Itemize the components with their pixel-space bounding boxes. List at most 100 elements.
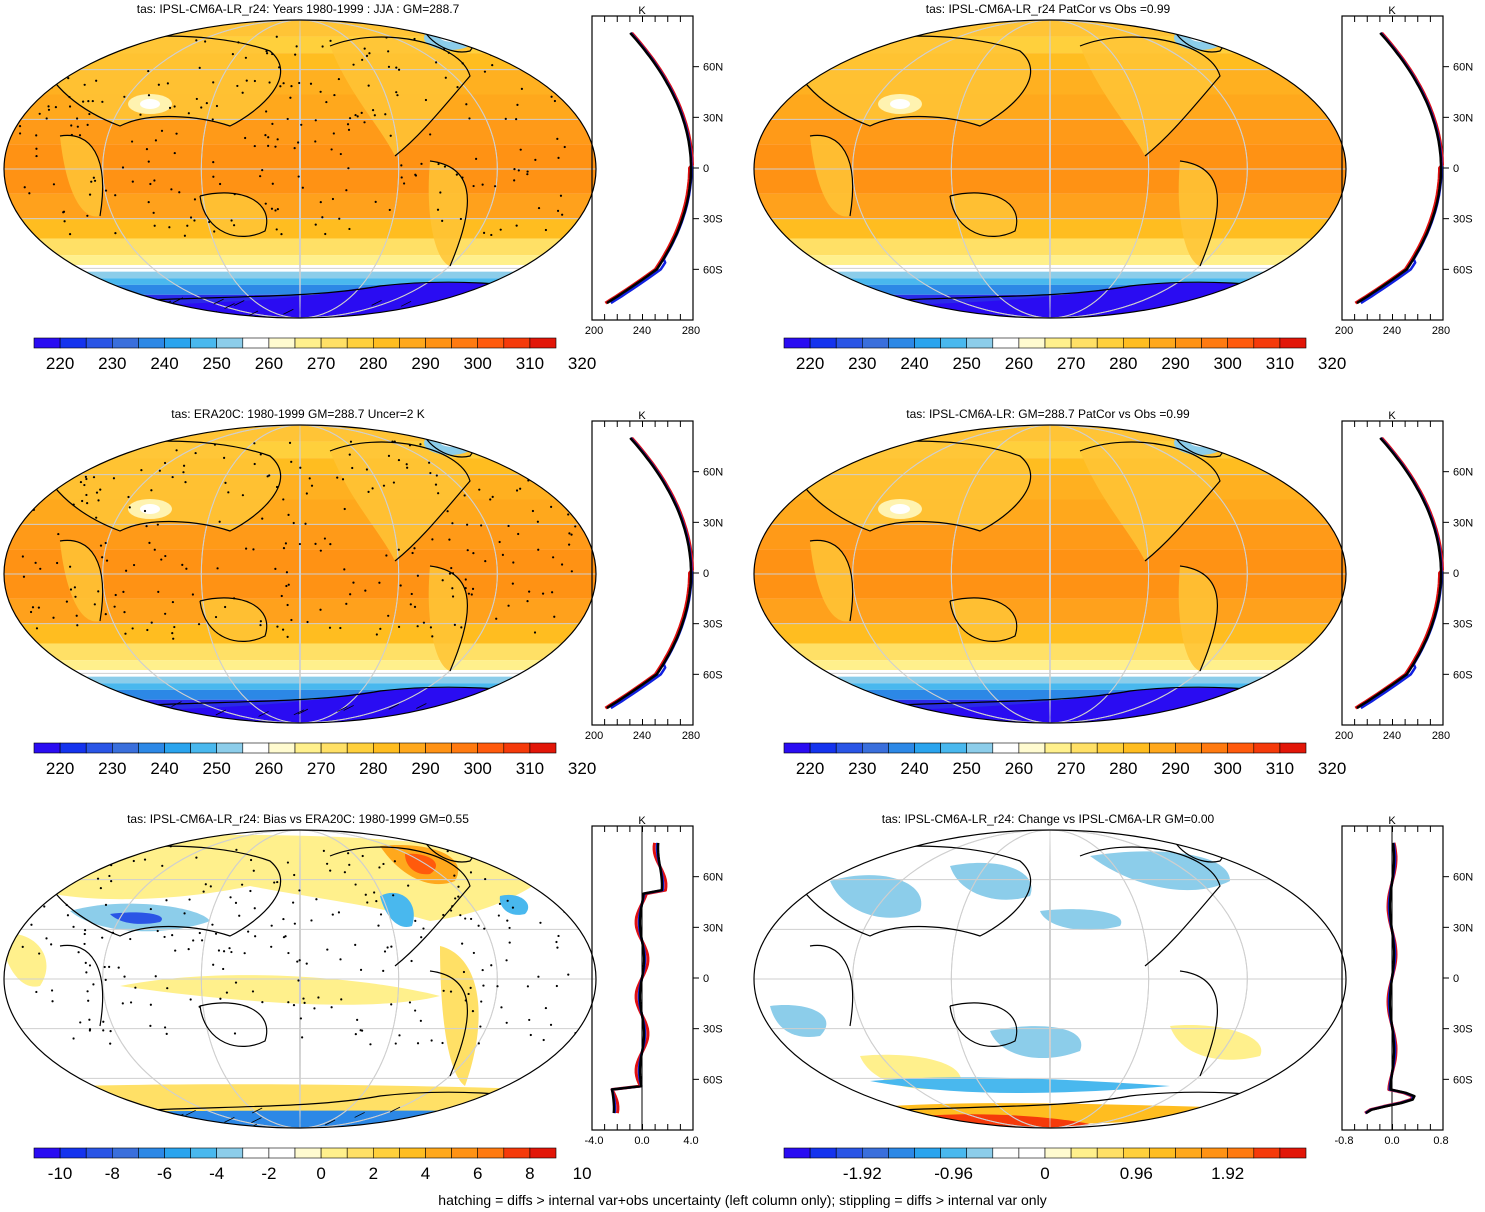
colorbar-label: 0 [316,1164,325,1183]
profile-series-model [1354,31,1444,305]
panel-title: tas: IPSL-CM6A-LR_r24 PatCor vs Obs =0.9… [925,2,1171,16]
lat-label: 60S [1453,1074,1473,1086]
colorbar-label: -1.92 [843,1164,882,1183]
lat-label: 30S [1453,1024,1473,1036]
lat-label: 30N [1453,112,1473,124]
colorbar-label: 230 [98,759,126,778]
zonal-profile: K 60N 30N 0 30S 60S 200 240 280 [585,5,723,337]
lat-label: 60S [703,264,723,276]
colorbar-label: 230 [848,354,876,373]
map [753,19,1347,319]
lat-label: 60S [703,669,723,681]
zonal-profile: K 60N 30N 0 30S 60S 200 240 280 [1335,5,1473,337]
lat-label: 30N [1453,922,1473,934]
profile-series-model [1354,436,1444,710]
lat-label: 0 [1453,568,1459,580]
profile-unit: K [1388,815,1396,827]
lat-label: 60S [1453,264,1473,276]
lat-label: 60N [1453,467,1473,479]
lat-label: 30S [703,214,723,226]
profile-tick: 0.0 [1384,1135,1399,1147]
profile-tick: 200 [1335,325,1353,337]
colorbar: -10 -8 -6 -4 -2 0 2 4 6 8 10 [33,1147,592,1183]
lat-label: 60N [703,62,723,74]
lat-label: 60N [703,872,723,884]
map [753,829,1347,1129]
lat-label: 30N [1453,517,1473,529]
colorbar: 220 230 240 250 260 270 280 290 300 310 320 [33,742,596,778]
profile-tick: 0.0 [634,1135,649,1147]
colorbar-label: 0.96 [1120,1164,1153,1183]
lat-label: 30S [703,1024,723,1036]
panel-title: tas: IPSL-CM6A-LR_r24: Years 1980-1999 :… [136,2,460,16]
colorbar-label: 260 [1005,354,1033,373]
colorbar-label: 320 [1318,759,1346,778]
colorbar-label: 2 [369,1164,378,1183]
profile-series-model [604,436,694,710]
profile-series-model [1364,842,1414,1115]
profile-series-obs [1365,842,1416,1115]
profile-unit: K [638,410,646,422]
colorbar-label: 320 [568,759,596,778]
profile-series-other [1360,437,1443,710]
panel-title: tas: IPSL-CM6A-LR_r24: Bias vs ERA20C: 1… [127,812,469,826]
colorbar-label: 270 [1057,759,1085,778]
colorbar-label: 230 [98,354,126,373]
colorbar-label: 260 [255,354,283,373]
lat-label: 60N [1453,62,1473,74]
profile-unit: K [638,5,646,17]
colorbar-label: 280 [359,759,387,778]
profile-series-obs [606,32,693,305]
map [753,424,1347,724]
zonal-profile: K 60N 30N 0 30S 60S 200 240 280 [1335,410,1473,742]
lat-label: 30S [1453,214,1473,226]
colorbar: 220 230 240 250 260 270 280 290 300 310 320 [783,337,1346,373]
profile-series-obs [606,437,693,710]
colorbar-label: 290 [1161,759,1189,778]
profile-unit: K [1388,410,1396,422]
colorbar-label: 240 [900,759,928,778]
profile-tick: 4.0 [683,1135,698,1147]
colorbar-label: 240 [150,759,178,778]
profile-tick: -0.8 [1335,1135,1354,1147]
colorbar-label: 4 [421,1164,430,1183]
colorbar-label: 260 [1005,759,1033,778]
colorbar-label: 270 [307,354,335,373]
colorbar-label: 300 [1214,354,1242,373]
colorbar-label: 310 [1266,354,1294,373]
colorbar-label: 8 [525,1164,534,1183]
profile-series-other [610,437,693,710]
profile-series-other [1360,32,1443,305]
profile-series-other [1364,842,1415,1115]
lat-label: 60S [703,1074,723,1086]
colorbar-label: -6 [157,1164,172,1183]
lat-label: 0 [703,973,709,985]
colorbar-label: -4 [209,1164,224,1183]
profile-series-obs [610,842,664,1114]
zonal-profile: K 60N 30N 0 30S 60S -4.0 0.0 4.0 [585,815,724,1147]
footer-note: hatching = diffs > internal var+obs unce… [438,1192,1047,1208]
lat-label: 30N [703,112,723,124]
colorbar-label: -0.96 [934,1164,973,1183]
panel-title: tas: IPSL-CM6A-LR: GM=288.7 PatCor vs Ob… [906,407,1190,421]
colorbar-label: 290 [1161,354,1189,373]
profile-series-other [610,32,693,305]
panel-p6: tas: IPSL-CM6A-LR_r24: Change vs IPSL-CM… [750,810,1485,1210]
zonal-profile: K 60N 30N 0 30S 60S 200 240 280 [585,410,723,742]
colorbar-label: 220 [46,759,74,778]
colorbar-label: 0 [1040,1164,1049,1183]
colorbar-label: 220 [796,354,824,373]
lat-label: 30S [703,619,723,631]
colorbar-label: 310 [516,354,544,373]
colorbar-label: -8 [105,1164,120,1183]
colorbar-label: 290 [411,354,439,373]
colorbar-label: -10 [48,1164,73,1183]
lat-label: 0 [703,163,709,175]
colorbar-label: 230 [848,759,876,778]
colorbar-label: 240 [150,354,178,373]
panel-title: tas: IPSL-CM6A-LR_r24: Change vs IPSL-CM… [881,812,1215,826]
profile-tick: 240 [1383,325,1401,337]
colorbar-label: 1.92 [1211,1164,1244,1183]
profile-tick: 280 [682,730,700,742]
profile-series-obs [1356,437,1443,710]
